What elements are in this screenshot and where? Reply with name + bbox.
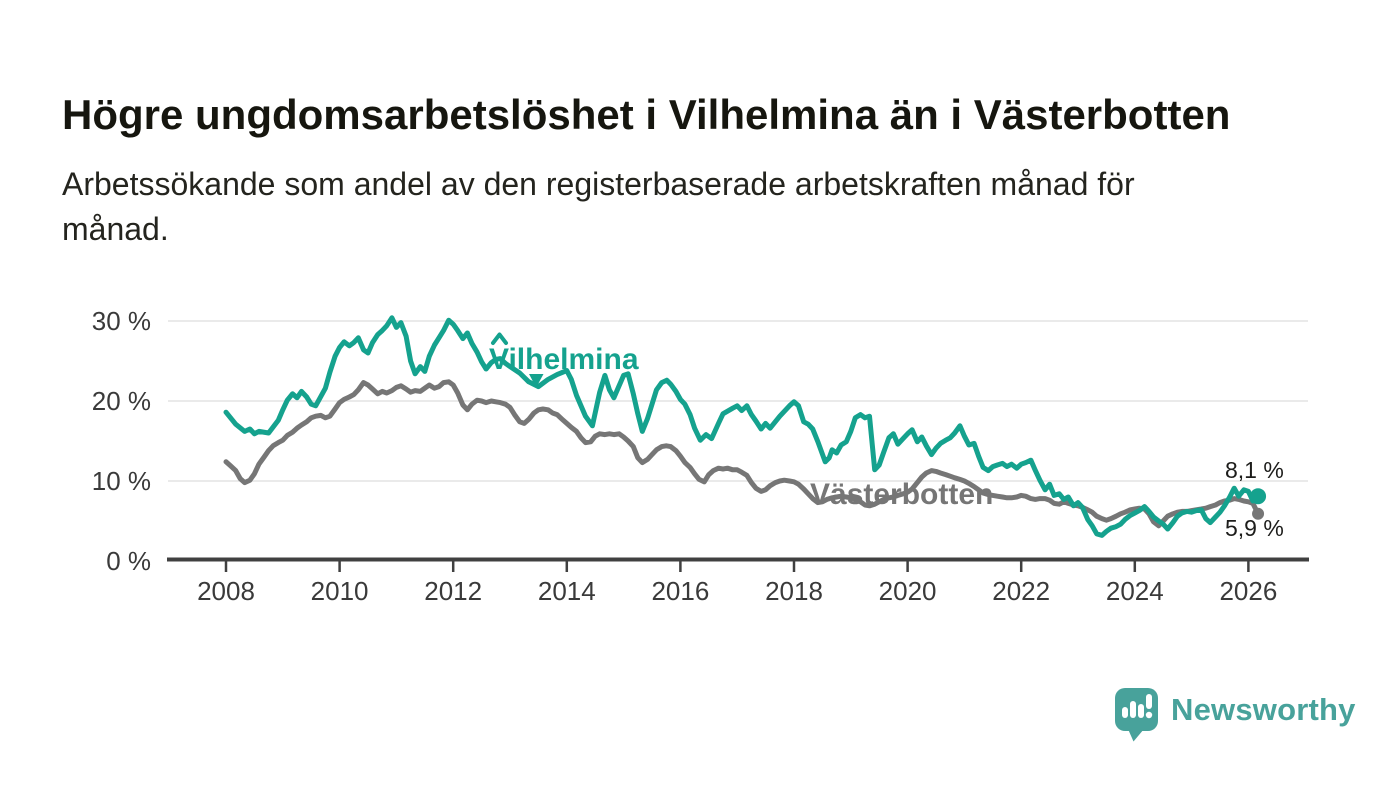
series-label-vilhelmina: Vilhelmina <box>489 343 639 376</box>
x-axis-label-2014: 2014 <box>538 576 596 606</box>
x-axis-label-2018: 2018 <box>765 576 823 606</box>
arrow-down-icon <box>529 374 544 388</box>
newsworthy-logo-text: Newsworthy <box>1171 692 1356 727</box>
y-axis-label-10: 10 % <box>92 466 151 496</box>
x-axis-label-2020: 2020 <box>879 576 937 606</box>
x-axis-label-2008: 2008 <box>197 576 255 606</box>
x-axis-label-2022: 2022 <box>992 576 1050 606</box>
page-subtitle-line-1: Arbetssökande som andel av den registerb… <box>62 166 1135 202</box>
newsworthy-logo: Newsworthy <box>1115 688 1356 742</box>
series-line-vilhelmina <box>223 315 1261 538</box>
x-axis-label-2026: 2026 <box>1219 576 1277 606</box>
y-axis-label-20: 20 % <box>92 386 151 416</box>
page-subtitle: Arbetssökande som andel av den registerb… <box>62 162 1262 252</box>
page-subtitle-line-2: månad. <box>62 211 169 247</box>
end-value-label-vilhelmina: 8,1 % <box>1225 457 1284 483</box>
x-axis-label-2010: 2010 <box>311 576 369 606</box>
caret-up-icon <box>491 332 508 345</box>
line-chart: 0 % 10 % 20 % 30 % 2008 2010 2012 2014 2016 2018 2… <box>92 306 1309 606</box>
series-label-vasterbotten: Västerbotten <box>810 478 993 511</box>
page-title: Högre ungdomsarbetslöshet i Vilhelmina ä… <box>62 91 1231 139</box>
end-dot-vilhelmina <box>1250 488 1267 505</box>
series-line-västerbotten <box>223 379 1261 529</box>
end-value-label-vasterbotten: 5,9 % <box>1225 515 1284 541</box>
x-axis-label-2016: 2016 <box>651 576 709 606</box>
y-axis-label-0: 0 % <box>106 546 151 576</box>
newsworthy-logo-icon <box>1115 688 1158 742</box>
y-axis-label-30: 30 % <box>92 306 151 336</box>
end-dot-västerbotten <box>1252 507 1265 520</box>
x-axis-label-2024: 2024 <box>1106 576 1164 606</box>
x-axis-label-2012: 2012 <box>424 576 482 606</box>
chart-plot-area: 0 % 10 % 20 % 30 % 2008 2010 2012 2014 2016 2018 2… <box>92 306 1309 606</box>
